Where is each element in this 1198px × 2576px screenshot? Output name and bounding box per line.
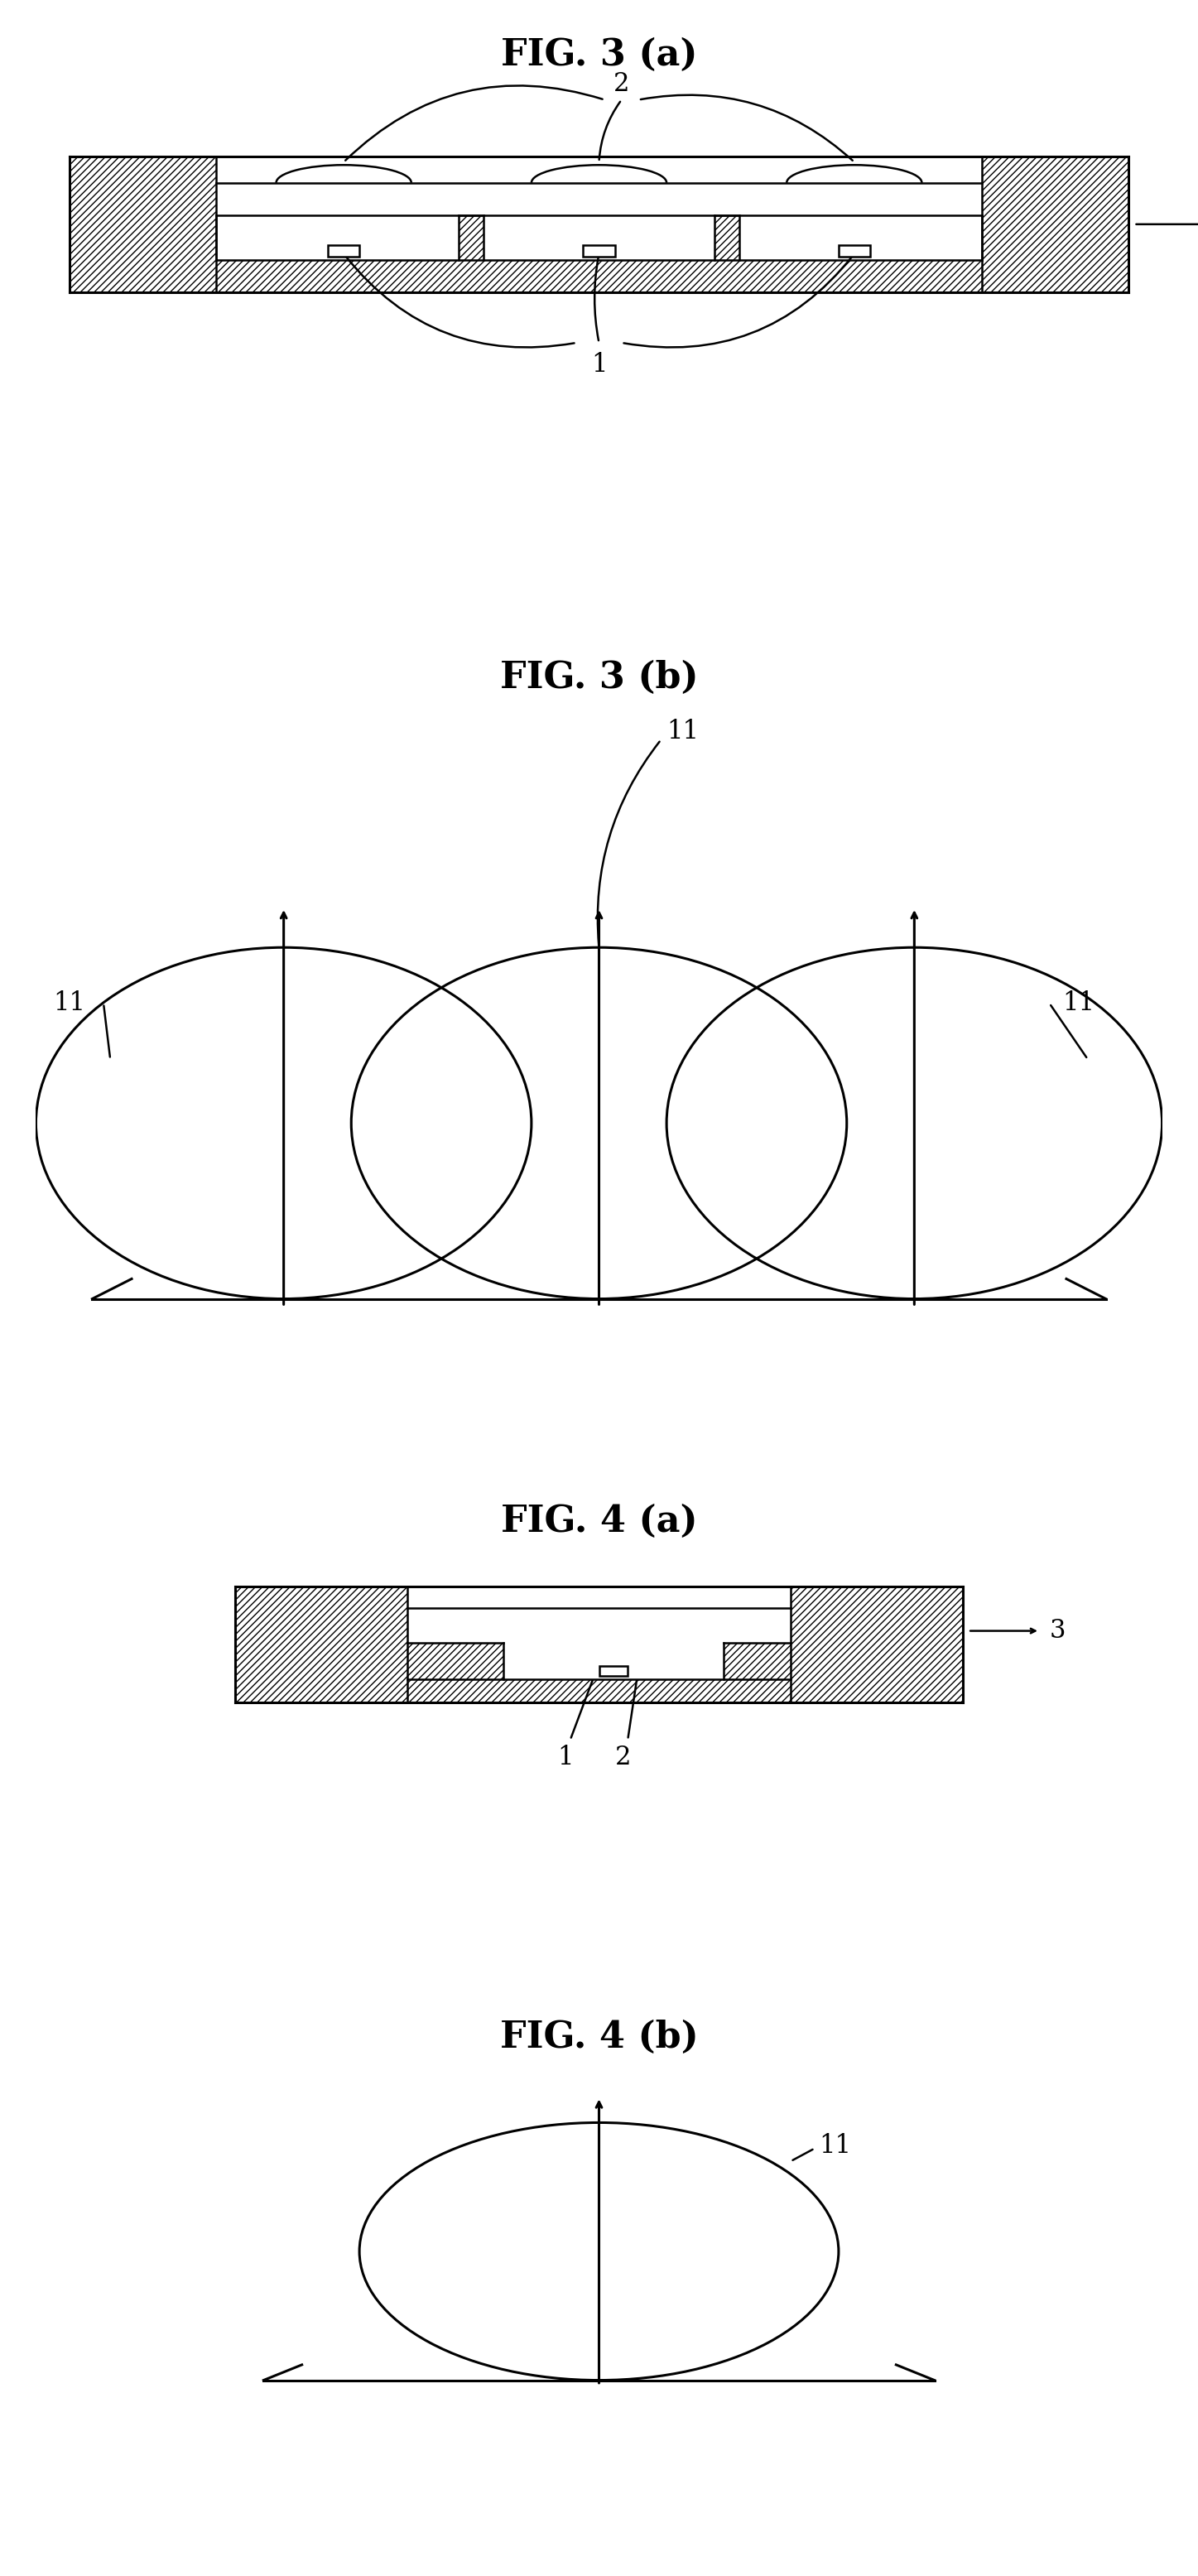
Bar bbox=[503, 1643, 724, 1680]
Bar bbox=[839, 245, 870, 258]
Bar bbox=[599, 1667, 628, 1677]
Text: 11: 11 bbox=[53, 992, 85, 1015]
Text: FIG. 4 (a): FIG. 4 (a) bbox=[501, 1504, 697, 1538]
Bar bbox=[216, 183, 982, 216]
Text: 11: 11 bbox=[666, 719, 698, 744]
Bar bbox=[407, 1607, 791, 1643]
Bar bbox=[216, 260, 982, 294]
Bar bbox=[459, 216, 484, 260]
Bar bbox=[407, 1643, 503, 1680]
Text: 1: 1 bbox=[557, 1744, 574, 1770]
Text: 1: 1 bbox=[591, 353, 607, 376]
Bar bbox=[216, 216, 459, 260]
Bar bbox=[724, 1643, 791, 1680]
Bar bbox=[714, 216, 739, 260]
Text: FIG. 4 (b): FIG. 4 (b) bbox=[500, 2020, 698, 2056]
Bar bbox=[69, 157, 216, 294]
Text: 11: 11 bbox=[1063, 992, 1095, 1015]
Bar bbox=[328, 245, 359, 258]
Bar bbox=[583, 245, 615, 258]
Bar bbox=[791, 1587, 963, 1703]
Text: 2: 2 bbox=[613, 72, 630, 98]
Bar bbox=[407, 1587, 791, 1607]
Text: FIG. 3 (a): FIG. 3 (a) bbox=[501, 39, 697, 72]
Bar bbox=[235, 1587, 407, 1703]
Text: 11: 11 bbox=[819, 2133, 852, 2159]
Bar bbox=[216, 157, 982, 183]
Bar bbox=[982, 157, 1129, 294]
Bar bbox=[739, 216, 982, 260]
Text: 3: 3 bbox=[1049, 1618, 1065, 1643]
Bar bbox=[484, 216, 714, 260]
Text: FIG. 3 (b): FIG. 3 (b) bbox=[500, 659, 698, 696]
Bar bbox=[407, 1680, 791, 1703]
Text: 2: 2 bbox=[615, 1744, 631, 1770]
